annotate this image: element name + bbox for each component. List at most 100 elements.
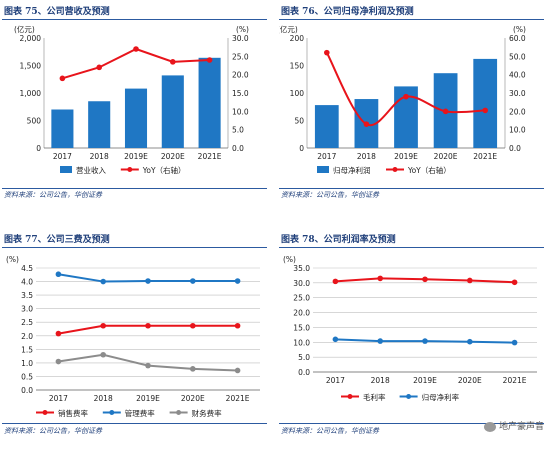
y-tick-label: 5.0 [298, 353, 310, 362]
legend-swatch [317, 166, 329, 173]
data-point [234, 367, 241, 374]
source-note: 资料来源：公司公告，华创证券 [281, 427, 379, 435]
y-tick-label: 20.0 [293, 309, 310, 318]
source-divider [279, 188, 544, 189]
x-tick-label: 2020E [434, 152, 458, 161]
x-tick-label: 2018 [94, 394, 113, 403]
x-tick-label: 2017 [49, 394, 68, 403]
data-point [55, 358, 62, 365]
data-point [511, 339, 518, 346]
x-tick-label: 2019E [394, 152, 418, 161]
watermark: 地产豪声音 [483, 419, 544, 432]
y2-tick-label: 0.0 [509, 144, 521, 153]
x-tick-label: 2018 [357, 152, 376, 161]
x-tick-label: 2018 [90, 152, 109, 161]
legend-marker [347, 394, 353, 399]
y-tick-label: 0.5 [21, 372, 33, 381]
left-axis-unit: (亿元) [279, 24, 298, 34]
x-tick-label: 2021E [198, 152, 222, 161]
data-point [442, 108, 449, 115]
y-tick-label: 500 [27, 117, 42, 126]
x-tick-label: 2020E [458, 376, 482, 385]
chart-title: 图表 75、公司营收及预测 [4, 7, 110, 17]
source-divider [2, 188, 267, 189]
legend-marker [406, 394, 412, 399]
y-tick-label: 1.5 [21, 345, 33, 354]
left-axis-unit: (%) [6, 255, 19, 264]
x-tick-label: 2019E [124, 152, 148, 161]
y-tick-label: 25.0 [293, 294, 310, 303]
legend-marker [109, 410, 115, 415]
source-divider [279, 423, 544, 424]
data-point [467, 338, 473, 345]
left-axis-unit: (%) [283, 255, 296, 264]
data-point [59, 75, 66, 82]
source-note: 资料来源：公司公告，华创证券 [4, 427, 102, 435]
data-point [377, 338, 383, 344]
legend-label: 营业收入 [76, 165, 106, 175]
chart-panel-revenue: 图表 75、公司营收及预测 0 500 1,000 1,500 2,000 (亿元) 0.0… [2, 2, 267, 202]
left-axis-unit: (亿元) [14, 24, 35, 34]
y-tick-label: 2.0 [21, 332, 33, 341]
y2-tick-label: 30.0 [509, 89, 526, 98]
data-point [363, 121, 370, 127]
net-profit-chart: 0 50 100 150 200(亿元) 0.0 10.0 20.0 30.0 40.0 50.0 6… [279, 24, 526, 175]
y-tick-label: 200 [290, 34, 305, 43]
y2-tick-label: 25.0 [232, 52, 249, 61]
bar [51, 109, 74, 148]
data-point [234, 278, 241, 284]
chart-title: 图表 77、公司三费及预测 [4, 235, 110, 245]
data-point [206, 57, 213, 63]
data-point [403, 93, 409, 100]
y2-tick-label: 10.0 [509, 126, 526, 135]
legend-label: 归母净利率 [422, 392, 460, 402]
y-tick-label: 3.5 [21, 291, 33, 300]
legend-label: 毛利率 [363, 392, 386, 402]
x-tick-label: 2017 [317, 152, 336, 161]
y-tick-label: 35.0 [293, 264, 310, 273]
data-point [100, 351, 106, 358]
data-point [234, 322, 241, 329]
y-tick-label: 0 [36, 144, 41, 153]
data-point [55, 330, 62, 337]
chart-title-row: 图表 78、公司利润率及预测 [279, 230, 544, 248]
data-point [190, 322, 196, 329]
y-tick-label: 3.0 [21, 305, 33, 314]
data-point [377, 275, 383, 282]
source-divider [2, 423, 267, 424]
y-tick-label: 2.5 [21, 318, 33, 327]
y-tick-label: 0.0 [21, 386, 33, 395]
chart-panel-net-profit: 图表 76、公司归母净利润及预测 0 50 100 150 200 (亿元) 0.0 10.0… [279, 2, 544, 202]
legend-marker [127, 167, 133, 172]
legend-swatch [60, 166, 72, 173]
y2-tick-label: 50.0 [509, 52, 526, 61]
x-tick-label: 2017 [53, 152, 72, 161]
data-point [332, 336, 339, 343]
x-tick-label: 2017 [326, 376, 345, 385]
data-point [324, 49, 330, 56]
data-point [190, 278, 196, 284]
y-tick-label: 30.0 [293, 279, 310, 288]
chart-title-row: 图表 75、公司营收及预测 [2, 2, 267, 20]
bar [394, 86, 418, 148]
x-tick-label: 2021E [226, 394, 250, 403]
y2-tick-label: 5.0 [232, 126, 244, 135]
bar [473, 58, 498, 148]
legend-label: YoY（右轴） [407, 165, 451, 175]
data-point [511, 279, 518, 286]
y-tick-label: 15.0 [293, 323, 310, 332]
data-point [422, 276, 428, 283]
x-tick-label: 2019E [136, 394, 160, 403]
right-axis-unit: (%) [236, 25, 249, 34]
chart-title: 图表 78、公司利润率及预测 [281, 235, 396, 245]
y-tick-label: 1,000 [20, 89, 42, 98]
y-tick-label: 50 [294, 117, 304, 126]
x-tick-label: 2019E [413, 376, 437, 385]
y-tick-label: 1,500 [20, 62, 42, 71]
y-tick-label: 100 [290, 89, 305, 98]
data-point [100, 322, 106, 329]
data-point [190, 366, 196, 372]
x-tick-label: 2021E [503, 376, 527, 385]
bar [124, 88, 148, 148]
data-point [133, 46, 139, 52]
